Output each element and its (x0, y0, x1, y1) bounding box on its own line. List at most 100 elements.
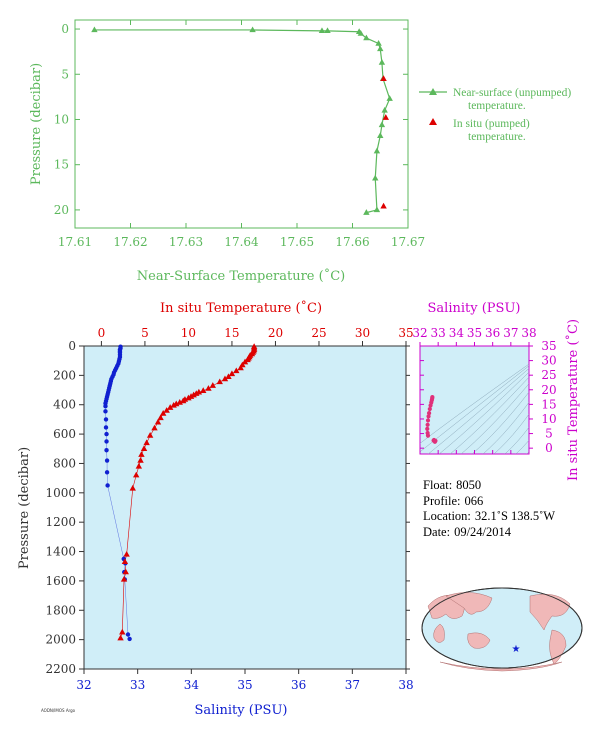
ts-x-tick-label: 34 (449, 326, 465, 340)
x-tick-label: 17.64 (224, 235, 259, 249)
world-map: ★ (421, 587, 583, 672)
ts-point (425, 426, 430, 431)
near-surface-point (373, 147, 381, 154)
temperature-point (241, 358, 249, 365)
float-info: Float: 8050 Profile: 066 Location: 32.1˚S 1… (423, 478, 555, 540)
y-tick-label: 0 (61, 22, 69, 36)
near-surface-x-axis-label: Near-Surface Temperature (˚C) (137, 268, 345, 284)
pressure-tick-label: 1000 (45, 486, 76, 500)
pressure-tick-label: 1200 (45, 515, 76, 529)
in-situ-point (382, 114, 389, 120)
in-situ-point (380, 202, 387, 209)
salinity-tick-label: 37 (345, 678, 360, 692)
temp-tick-label: 35 (398, 326, 413, 340)
ts-x-axis-label: Salinity (PSU) (428, 301, 521, 316)
temperature-point (157, 414, 164, 421)
y-tick-label: 5 (61, 67, 69, 81)
map-land-antarctica (439, 661, 563, 672)
temperature-point (205, 385, 212, 391)
location-row: Location: 32.1˚S 138.5˚W (423, 509, 556, 523)
ts-y-tick-label: 10 (541, 412, 556, 426)
temperature-point (185, 394, 192, 401)
pressure-tick-label: 800 (53, 456, 76, 470)
temperature-point (146, 432, 154, 438)
isopycnal-line (427, 368, 529, 454)
ts-y-tick-label: 30 (541, 354, 556, 368)
ts-point (425, 422, 430, 427)
map-land-south-america (549, 629, 567, 665)
temp-tick-label: 15 (224, 326, 239, 340)
salinity-axis-label: Salinity (PSU) (195, 703, 288, 718)
ts-y-tick-label: 0 (545, 441, 553, 455)
salinity-point (103, 409, 108, 414)
x-tick-label: 17.66 (335, 235, 369, 249)
ts-y-tick-label: 20 (541, 383, 556, 397)
map-outline (421, 587, 583, 669)
salinity-point (103, 417, 109, 422)
near-surface-point (373, 206, 381, 213)
temperature-point (129, 484, 136, 491)
near-surface-plot-frame (74, 19, 409, 229)
temp-tick-label: 10 (181, 326, 196, 340)
location-value: 32.1˚S 138.5˚W (474, 509, 556, 523)
date-row: Date: 09/24/2014 (423, 524, 512, 539)
salinity-point (103, 425, 109, 430)
float-location-marker: ★ (512, 644, 521, 655)
y-tick-label: 20 (54, 203, 69, 217)
profile-plot-frame (83, 345, 407, 670)
temperature-point (209, 382, 216, 388)
temperature-point (200, 387, 207, 393)
temperature-point (133, 471, 140, 478)
legend-marker-near-surface (429, 88, 437, 95)
temperature-point (159, 410, 167, 416)
profile-chart: 0 5 10 15 20 25 30 35 32 33 34 35 36 37 38 0 200 400 600 80… (17, 300, 414, 718)
x-tick-label: 17.62 (113, 235, 147, 249)
isopycnal-line (471, 391, 529, 454)
near-surface-point (249, 26, 256, 33)
salinity-tick-label: 32 (76, 678, 91, 692)
near-surface-point (378, 121, 386, 128)
isopycnal-line (449, 376, 529, 454)
ts-x-tick-label: 35 (467, 326, 482, 340)
ts-point (426, 411, 432, 416)
x-tick-label: 17.67 (391, 235, 425, 249)
salinity-tick-label: 34 (184, 678, 200, 692)
salinity-point (104, 431, 109, 437)
ts-point (426, 414, 431, 419)
temperature-point (166, 404, 174, 410)
profile-row: Profile: 066 (423, 493, 484, 508)
ts-point (428, 403, 433, 408)
near-surface-point (386, 95, 393, 101)
salinity-point (104, 470, 110, 475)
temperature-point (228, 370, 236, 377)
temperature-point (216, 378, 223, 385)
ts-y-tick-label: 35 (541, 339, 556, 353)
salinity-point (103, 403, 108, 409)
pressure-tick-label: 600 (53, 427, 76, 441)
profile-number: 066 (464, 493, 484, 508)
pressure-tick-label: 1400 (45, 545, 76, 559)
near-surface-point (318, 27, 326, 34)
temperature-point (121, 558, 129, 565)
pressure-tick-label: 1800 (45, 603, 76, 617)
legend-label-near-surface: Near-surface (unpumped) temperature. (453, 87, 574, 112)
salinity-point (105, 483, 110, 488)
temperature-point (120, 575, 128, 582)
salinity-point (104, 439, 109, 444)
temperature-point (135, 462, 143, 469)
isopycnal-line (420, 365, 529, 453)
temperature-point (122, 568, 129, 575)
x-tick-label: 17.65 (280, 235, 314, 249)
temp-tick-label: 25 (311, 326, 326, 340)
ts-x-tick-label: 37 (503, 326, 518, 340)
in-situ-point (380, 75, 387, 81)
salinity-point (104, 448, 109, 453)
isopycnal-line (482, 401, 529, 454)
ts-point (425, 433, 431, 438)
pressure-tick-label: 1600 (45, 574, 76, 588)
x-tick-label: 17.63 (169, 235, 203, 249)
isopycnal-line (515, 439, 529, 454)
near-surface-point (381, 106, 388, 113)
temperature-point (180, 397, 187, 404)
near-surface-point (91, 26, 98, 33)
